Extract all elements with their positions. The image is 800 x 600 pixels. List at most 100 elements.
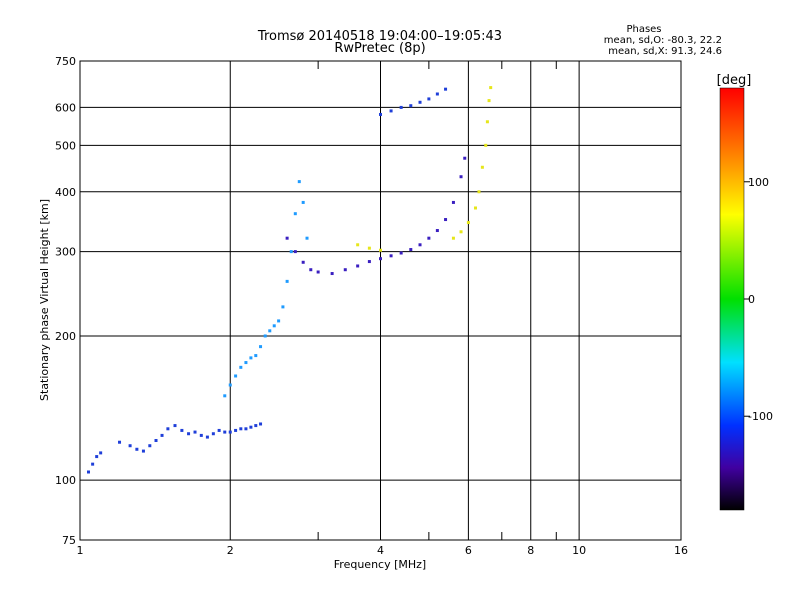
data-point <box>277 319 281 323</box>
x-axis-label: Frequency [MHz] <box>334 558 426 571</box>
data-point <box>173 424 177 428</box>
data-point <box>480 165 484 169</box>
data-point <box>254 424 258 428</box>
x-axis: 1 2 4 6 8 10 16 <box>77 61 688 557</box>
data-point <box>444 87 448 91</box>
data-point <box>356 243 360 247</box>
series-f2-layer-O <box>285 156 467 276</box>
data-points <box>87 86 493 474</box>
data-point <box>285 236 289 240</box>
data-point <box>128 444 132 448</box>
data-point <box>330 272 334 276</box>
data-point <box>444 218 448 222</box>
data-point <box>249 425 253 429</box>
data-point <box>427 236 431 240</box>
data-point <box>259 422 263 426</box>
x-tick-label: 6 <box>465 544 472 557</box>
data-point <box>272 324 276 328</box>
data-point <box>166 427 170 431</box>
data-point <box>459 230 463 234</box>
data-point <box>389 254 393 258</box>
data-point <box>160 433 164 437</box>
y-tick-label: 200 <box>55 330 76 343</box>
chart-subtitle: RwPretec (8p) <box>334 41 425 56</box>
data-point <box>199 433 203 437</box>
data-point <box>259 345 263 349</box>
stats-heading: Phases <box>626 24 661 35</box>
x-tick-label: 1 <box>77 544 84 557</box>
data-point <box>418 100 422 104</box>
data-point <box>223 394 227 398</box>
grid-lines <box>80 61 681 540</box>
data-point <box>244 427 248 431</box>
data-point <box>193 430 197 434</box>
data-point <box>485 120 489 124</box>
x-tick-label: 16 <box>674 544 688 557</box>
x-tick-label: 4 <box>377 544 384 557</box>
colorbar-ticks: 100 0 -100 <box>744 176 773 423</box>
data-point <box>379 112 382 116</box>
data-point <box>281 305 285 309</box>
data-point <box>293 250 297 254</box>
y-axis-label: Stationary phase Virtual Height [km] <box>38 199 51 401</box>
series-f2-layer-X <box>356 86 493 252</box>
data-point <box>459 175 463 179</box>
y-tick-label: 300 <box>55 246 76 259</box>
data-point <box>484 143 488 147</box>
data-point <box>228 430 232 434</box>
data-point <box>409 248 413 252</box>
data-point <box>141 449 145 453</box>
x-tick-label: 2 <box>227 544 234 557</box>
data-point <box>463 156 467 160</box>
data-point <box>228 383 232 387</box>
data-point <box>234 374 238 378</box>
data-point <box>451 200 455 204</box>
x-tick-label: 10 <box>572 544 586 557</box>
data-point <box>148 444 152 448</box>
data-point <box>187 432 191 436</box>
data-point <box>389 109 393 113</box>
data-point <box>316 270 320 274</box>
data-point <box>180 428 184 432</box>
data-point <box>409 104 413 108</box>
data-point <box>211 432 215 436</box>
data-point <box>477 190 481 194</box>
y-tick-label: 100 <box>55 474 76 487</box>
data-point <box>435 229 439 233</box>
data-point <box>99 451 103 455</box>
data-point <box>379 257 382 261</box>
data-point <box>489 86 493 90</box>
data-point <box>154 439 158 443</box>
y-tick-label: 400 <box>55 186 76 199</box>
data-point <box>379 248 382 252</box>
data-point <box>399 105 403 109</box>
stats-line-x: mean, sd,X: 91.3, 24.6 <box>608 46 722 57</box>
data-point <box>239 365 243 369</box>
y-tick-label: 600 <box>55 101 76 114</box>
data-point <box>301 260 305 264</box>
data-point <box>205 435 209 439</box>
colorbar-tick-label: -100 <box>748 410 773 423</box>
colorbar-tick-label: 0 <box>748 293 755 306</box>
data-point <box>305 236 309 240</box>
data-point <box>451 236 455 240</box>
data-point <box>435 92 439 96</box>
data-point <box>244 361 248 365</box>
data-point <box>95 455 99 459</box>
data-point <box>427 97 431 101</box>
data-point <box>254 354 258 358</box>
data-point <box>289 250 293 254</box>
data-point <box>223 430 227 434</box>
series-f1-cusp-O <box>223 180 309 398</box>
chart-title: Tromsø 20140518 19:04:00–19:05:43 <box>257 29 502 44</box>
x-tick-label: 8 <box>527 544 534 557</box>
data-point <box>297 180 301 184</box>
data-point <box>285 279 289 283</box>
data-point <box>309 268 313 272</box>
data-point <box>418 243 422 247</box>
data-point <box>135 447 139 451</box>
y-tick-label: 75 <box>62 534 76 547</box>
data-point <box>87 470 91 474</box>
data-point <box>473 206 477 210</box>
